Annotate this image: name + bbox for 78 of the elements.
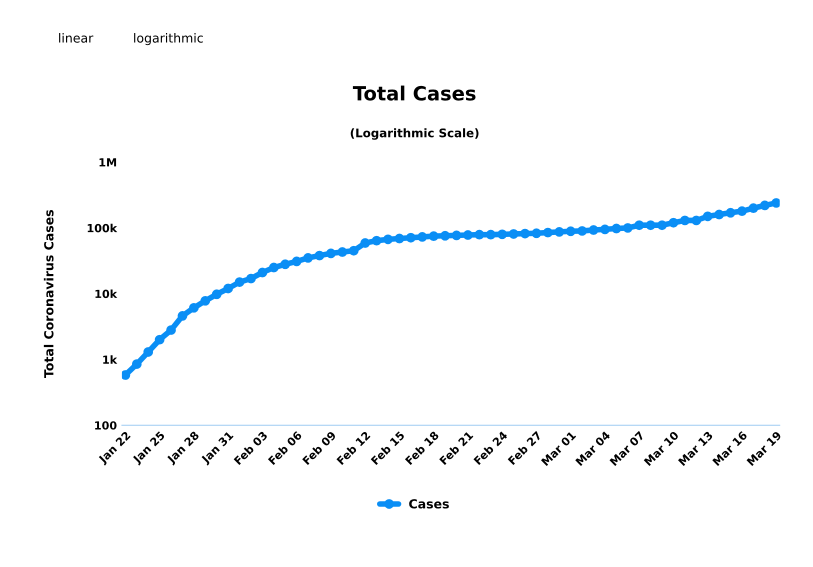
point bbox=[348, 246, 359, 256]
x-tick-label: Feb 27 bbox=[507, 430, 542, 466]
point bbox=[122, 370, 130, 380]
point bbox=[622, 223, 633, 233]
point bbox=[486, 230, 496, 240]
point bbox=[178, 311, 188, 321]
point bbox=[474, 230, 484, 240]
point bbox=[691, 216, 702, 226]
point bbox=[588, 225, 598, 235]
point bbox=[554, 227, 564, 237]
point bbox=[520, 228, 530, 238]
point bbox=[246, 274, 256, 284]
point bbox=[532, 228, 542, 238]
y-tick-label: 1M bbox=[100, 158, 116, 166]
point bbox=[132, 359, 142, 369]
point bbox=[223, 284, 234, 294]
point bbox=[314, 250, 324, 260]
point bbox=[326, 248, 336, 258]
point bbox=[440, 230, 450, 241]
point bbox=[463, 230, 473, 240]
point bbox=[337, 247, 348, 257]
point bbox=[634, 220, 644, 230]
point bbox=[452, 230, 462, 240]
y-tick-label: 1k bbox=[103, 355, 118, 364]
point bbox=[428, 231, 439, 242]
point bbox=[303, 253, 313, 263]
point bbox=[394, 234, 404, 244]
x-tick-label: Feb 09 bbox=[302, 430, 336, 466]
x-tick-label: Feb 15 bbox=[370, 430, 405, 466]
point bbox=[212, 289, 222, 300]
y-tick-label: 100k bbox=[88, 224, 118, 232]
point bbox=[577, 226, 587, 236]
y-tick-label: 100 bbox=[95, 421, 117, 430]
x-tick-label: Feb 24 bbox=[473, 430, 508, 466]
point bbox=[737, 206, 747, 216]
point bbox=[760, 200, 770, 210]
point bbox=[234, 277, 244, 287]
text: logarithmic bbox=[134, 33, 203, 46]
y-axis-title: Total Coronavirus Cases bbox=[44, 210, 54, 378]
chart-title: Total Cases bbox=[352, 86, 476, 101]
point bbox=[189, 302, 199, 313]
point bbox=[372, 236, 382, 246]
point bbox=[771, 198, 780, 208]
x-tick-label: Feb 21 bbox=[438, 430, 474, 466]
point bbox=[566, 226, 576, 236]
point bbox=[292, 256, 302, 266]
point bbox=[702, 211, 713, 222]
point bbox=[714, 210, 724, 220]
point bbox=[543, 228, 553, 238]
x-tick-label: Feb 06 bbox=[268, 430, 302, 466]
text: linear bbox=[59, 33, 94, 43]
point bbox=[143, 347, 154, 357]
point bbox=[360, 238, 370, 248]
x-tick-label: Feb 12 bbox=[336, 430, 371, 466]
point bbox=[154, 334, 164, 345]
point bbox=[166, 325, 176, 335]
point bbox=[406, 232, 416, 243]
x-tick-label: Feb 18 bbox=[404, 430, 440, 466]
point bbox=[748, 203, 758, 213]
x-tick-label: Feb 03 bbox=[233, 430, 268, 466]
chart-subtitle: (Logarithmic Scale) bbox=[350, 128, 478, 140]
point bbox=[508, 229, 518, 239]
point bbox=[417, 232, 428, 242]
point bbox=[280, 259, 290, 270]
point bbox=[646, 220, 656, 230]
legend-label: Cases bbox=[409, 499, 449, 509]
point bbox=[497, 229, 508, 240]
point bbox=[612, 224, 622, 234]
point bbox=[383, 234, 393, 244]
y-tick-label: 10k bbox=[95, 289, 118, 298]
point bbox=[268, 262, 279, 272]
point bbox=[668, 218, 678, 228]
point bbox=[600, 224, 610, 234]
point bbox=[680, 216, 690, 226]
point bbox=[657, 220, 667, 230]
point bbox=[726, 208, 736, 218]
point bbox=[258, 268, 268, 278]
point bbox=[200, 296, 210, 306]
